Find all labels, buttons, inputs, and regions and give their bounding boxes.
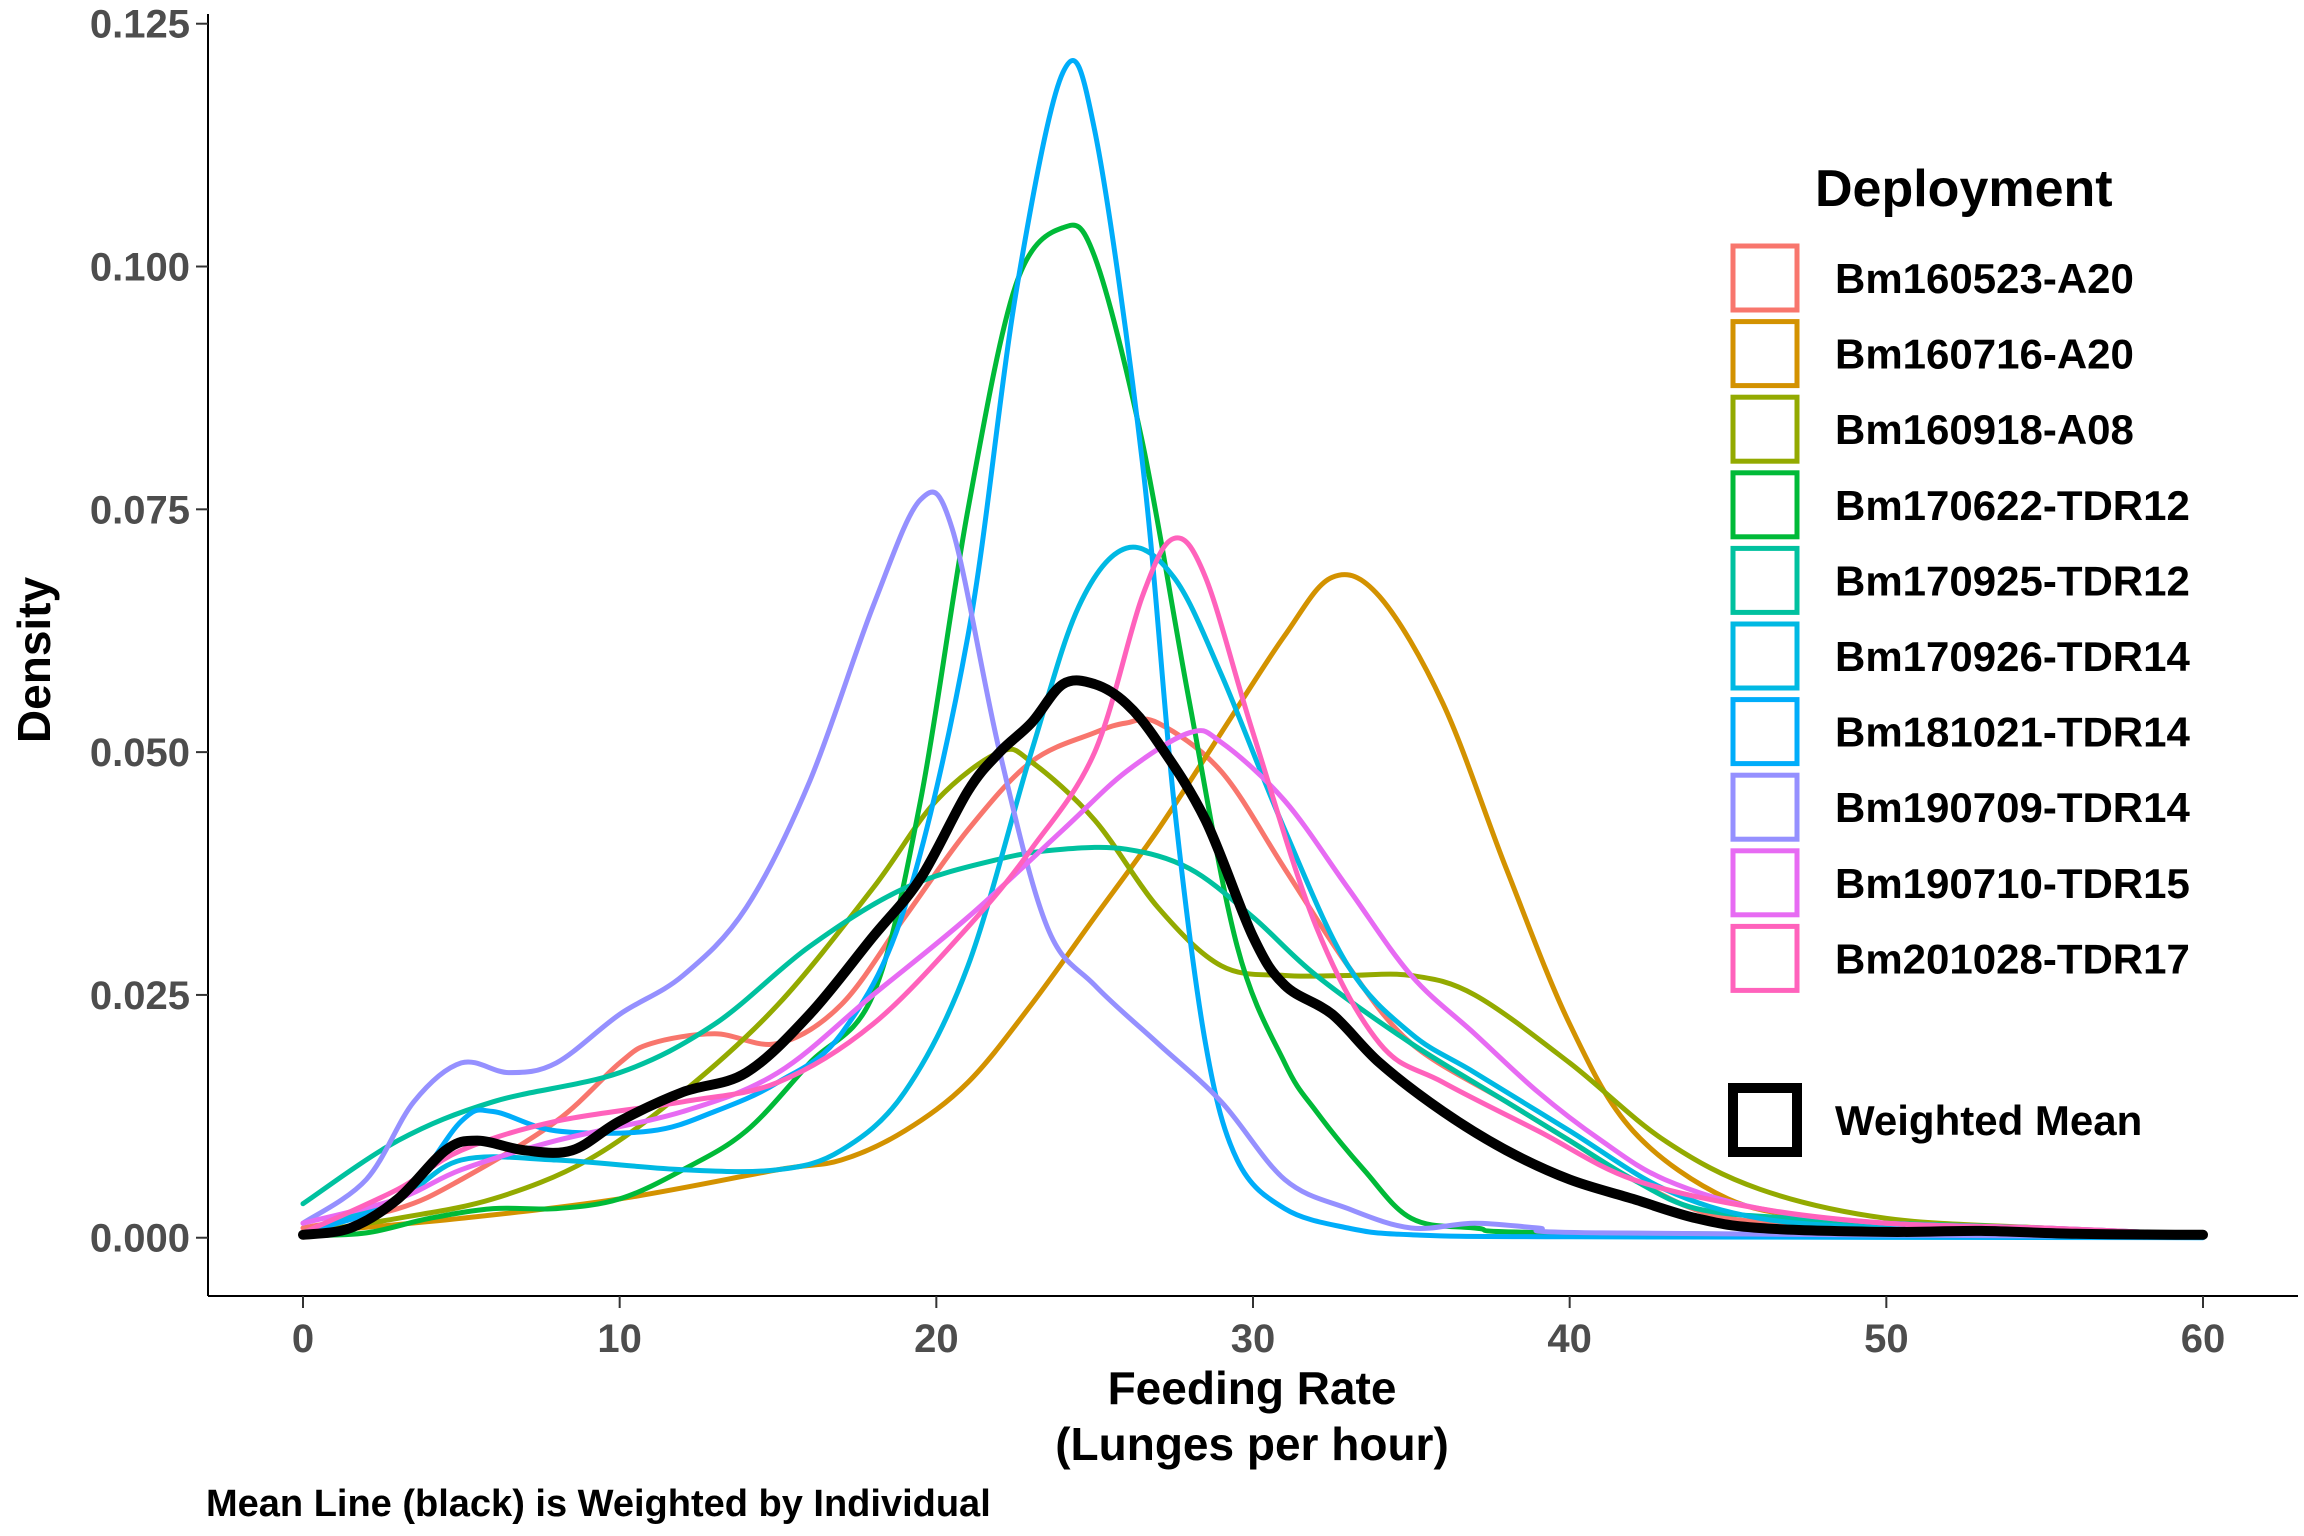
legend-key: [1730, 545, 1800, 615]
legend-label: Bm160716-A20: [1835, 331, 2134, 378]
axes: 0 10 20 30 40 50 60 0.000 0.025 0.050 0.075 0.100 0.…: [90, 3, 2298, 1361]
series-line-bm181021-tdr14: [300, 58, 2206, 1241]
legend-title: Deployment: [1815, 160, 2113, 218]
series-line-weighted-mean: [298, 675, 2208, 1240]
series-line-bm170622-tdr12: [300, 222, 2206, 1240]
x-tick-label: 0: [292, 1317, 314, 1361]
legend-key-weighted-mean: [1728, 1083, 1802, 1157]
legend-label: Bm190710-TDR15: [1835, 860, 2190, 907]
x-tick-label: 50: [1864, 1317, 1909, 1361]
series-line-bm190709-tdr14: [300, 489, 2206, 1240]
legend-label-weighted-mean: Weighted Mean: [1835, 1097, 2142, 1144]
y-tick-label: 0.075: [90, 488, 190, 532]
legend-label: Bm170926-TDR14: [1835, 633, 2190, 680]
x-tick-label: 10: [597, 1317, 642, 1361]
legend: Deployment Bm160523-A20 Bm160716-A20 Bm1609…: [1728, 160, 2190, 1157]
legend-key: [1730, 697, 1800, 767]
x-tick-label: 30: [1231, 1317, 1276, 1361]
legend-label: Bm170622-TDR12: [1835, 482, 2190, 529]
y-tick-label: 0.100: [90, 246, 190, 290]
x-tick-label: 60: [2181, 1317, 2226, 1361]
legend-label: Bm181021-TDR14: [1835, 709, 2190, 756]
legend-key: [1730, 772, 1800, 842]
legend-label: Bm160523-A20: [1835, 255, 2134, 302]
legend-key: [1730, 923, 1800, 993]
series-line-bm160918-a08: [300, 746, 2206, 1238]
y-tick-label: 0.000: [90, 1217, 190, 1261]
legend-key: [1730, 243, 1800, 313]
x-tick-label: 20: [914, 1317, 959, 1361]
legend-key: [1730, 470, 1800, 540]
series-line-bm170925-tdr12: [300, 844, 2206, 1238]
plot-series: [298, 58, 2208, 1241]
legend-key: [1730, 394, 1800, 464]
legend-key: [1730, 848, 1800, 918]
series-line-bm170926-tdr14: [300, 544, 2206, 1239]
y-axis-title: Density: [8, 577, 60, 744]
x-axis-title-line1: Feeding Rate: [1108, 1362, 1397, 1414]
legend-label: Bm160918-A08: [1835, 406, 2134, 453]
y-tick-label: 0.025: [90, 974, 190, 1018]
y-tick-label: 0.050: [90, 731, 190, 775]
y-tick-label: 0.125: [90, 3, 190, 47]
legend-label: Bm170925-TDR12: [1835, 557, 2190, 604]
chart-caption: Mean Line (black) is Weighted by Individ…: [206, 1483, 991, 1525]
x-tick-label: 40: [1547, 1317, 1592, 1361]
x-axis-title-line2: (Lunges per hour): [1055, 1418, 1449, 1470]
series-line-bm201028-tdr17: [300, 535, 2206, 1238]
legend-key: [1730, 319, 1800, 389]
legend-label: Bm190709-TDR14: [1835, 784, 2190, 831]
legend-key: [1730, 621, 1800, 691]
legend-label: Bm201028-TDR17: [1835, 935, 2190, 982]
